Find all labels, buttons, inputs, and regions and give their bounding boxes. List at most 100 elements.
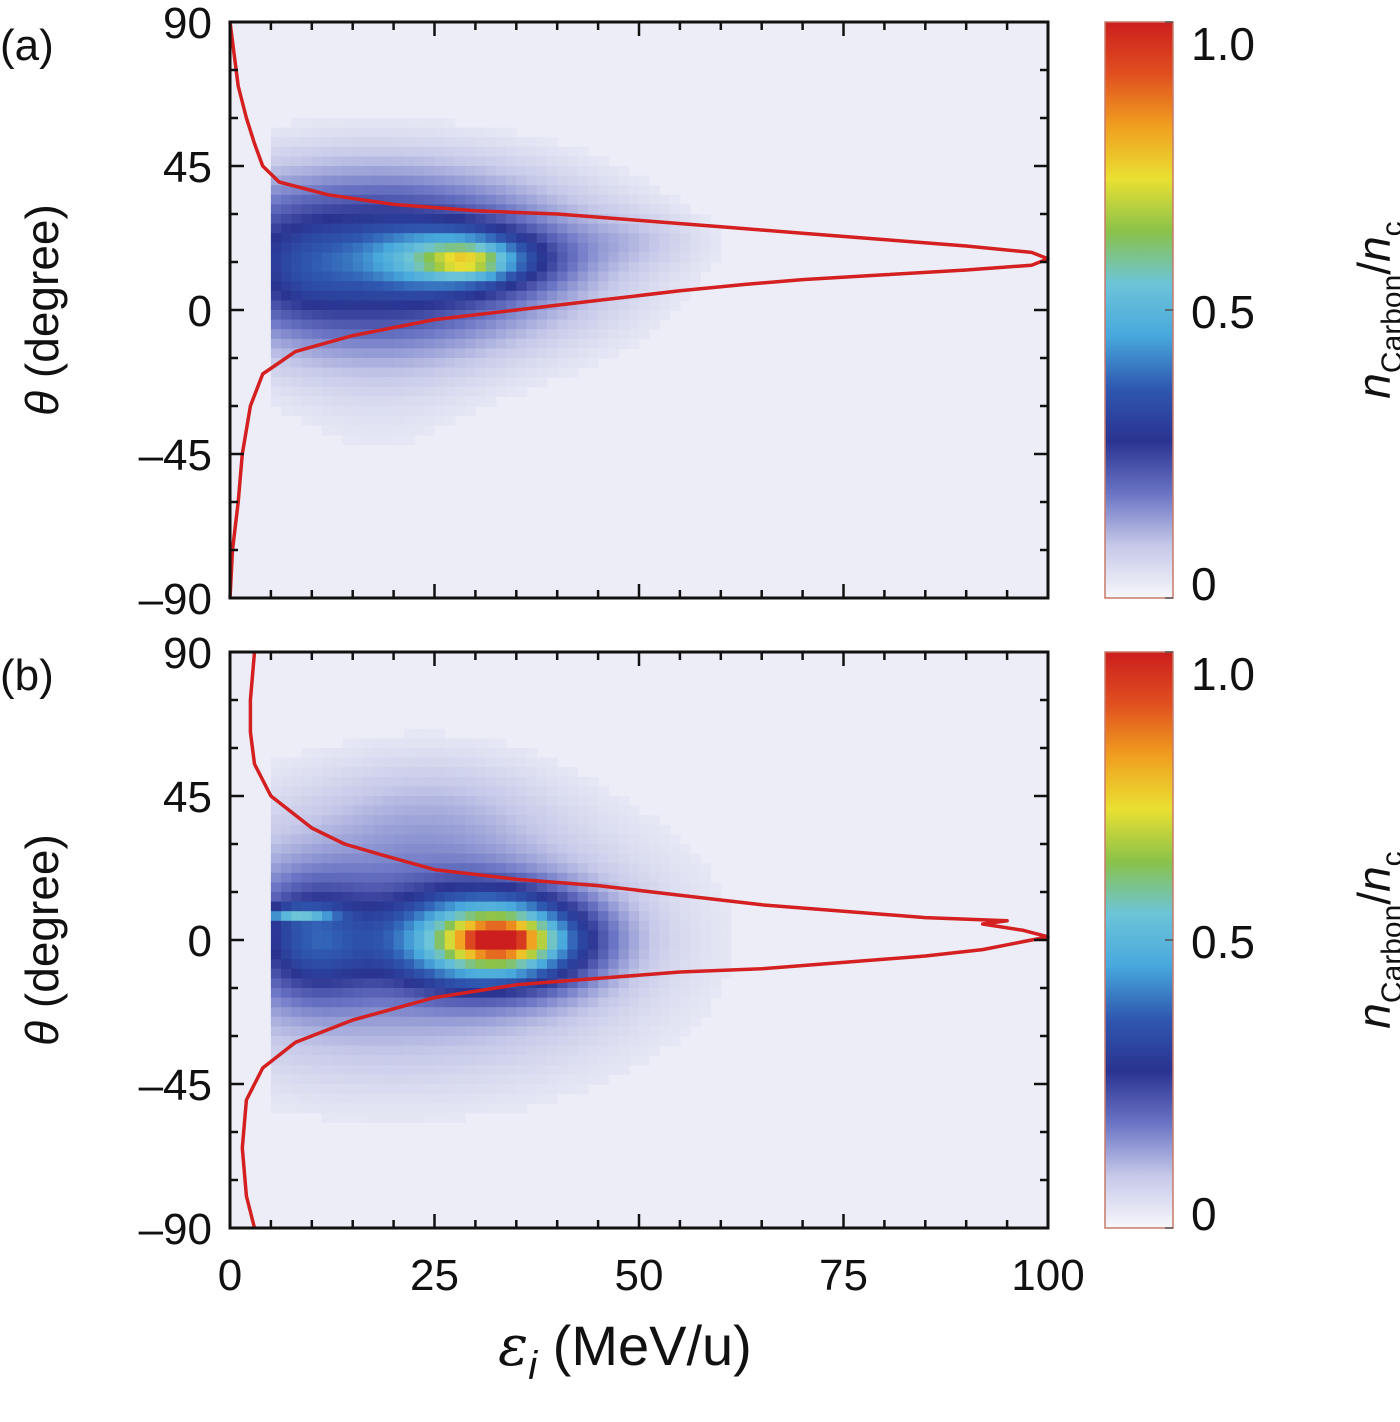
heatmap-cell [516,348,528,359]
heatmap-cell [506,252,517,263]
heatmap-cell [679,281,691,292]
heatmap-cell [618,1016,630,1027]
heatmap-cell [322,959,333,970]
heatmap-cell [291,406,303,417]
heatmap-cell [352,997,364,1008]
heatmap-cell [557,233,569,244]
heatmap-cell [322,1045,333,1056]
heatmap-cell [465,223,476,234]
heatmap-cell [281,252,292,263]
heatmap-cell [424,1026,436,1037]
heatmap-cell [720,901,732,912]
heatmap-cell [393,194,405,205]
colorbar-title: nCarbon/nc [1348,851,1400,1028]
heatmap-cell [659,204,671,215]
heatmap-cell [567,988,579,999]
heatmap-cell [281,156,292,167]
heatmap-cell [557,863,569,874]
heatmap-cell [557,1016,569,1027]
heatmap-cell [659,863,671,874]
heatmap-cell [690,882,701,893]
heatmap-cell [383,805,395,816]
heatmap-image [230,22,1048,598]
heatmap-cell [475,872,487,883]
heatmap-cell [659,920,671,931]
x-tick-label: 100 [1011,1251,1084,1300]
heatmap-cell [383,118,395,129]
heatmap-cell [281,396,292,407]
heatmap-cell [608,978,620,989]
heatmap-cell [465,901,476,912]
heatmap-cell [720,911,732,922]
heatmap-cell [414,834,425,845]
heatmap-cell [383,748,395,759]
heatmap-cell [444,185,456,196]
heatmap-cell [679,863,691,874]
heatmap-cell [475,386,487,397]
heatmap-cell [516,300,528,311]
heatmap-cell [373,949,384,960]
heatmap-cell [342,1112,354,1123]
heatmap-cell [362,1016,374,1027]
heatmap-cell [352,300,364,311]
heatmap-cell [362,127,374,138]
heatmap-cell [679,1026,691,1037]
heatmap-cell [311,1093,323,1104]
heatmap-cell [270,1093,282,1104]
heatmap-cell [690,920,701,931]
heatmap-cell [506,127,517,138]
heatmap-cell [516,968,528,979]
heatmap-cell [291,223,303,234]
heatmap-cell [587,844,599,855]
heatmap-cell [342,1064,354,1075]
heatmap-cell [475,805,487,816]
heatmap-cell [424,271,436,282]
heatmap-cell [332,118,344,129]
heatmap-cell [362,930,374,941]
heatmap-cell [393,319,405,330]
heatmap-cell [495,757,507,768]
heatmap-cell [424,367,436,378]
heatmap-cell [434,748,446,759]
heatmap-cell [598,1026,609,1037]
heatmap-cell [454,319,466,330]
heatmap-cell [546,329,558,340]
heatmap-cell [587,872,599,883]
heatmap-cell [557,1036,569,1047]
heatmap-cell [301,1084,313,1095]
heatmap-cell [322,204,333,215]
heatmap-cell [291,252,303,263]
heatmap-cell [536,242,548,253]
heatmap-cell [557,1074,569,1085]
heatmap-cell [444,805,456,816]
heatmap-cell [567,949,579,960]
heatmap-cell [536,988,548,999]
heatmap-cell [281,290,292,301]
heatmap-cell [475,776,487,787]
heatmap-cell [587,949,599,960]
heatmap-cell [557,329,569,340]
heatmap-cell [587,338,599,349]
heatmap-cell [424,214,436,225]
heatmap-cell [362,233,374,244]
heatmap-cell [444,1064,456,1075]
heatmap-cell [301,872,313,883]
heatmap-cell [557,930,569,941]
heatmap-cell [475,1064,487,1075]
heatmap-cell [352,204,364,215]
heatmap-cell [546,853,558,864]
heatmap-cell [659,901,671,912]
heatmap-cell [639,252,650,263]
heatmap-cell [608,949,620,960]
heatmap-cell [352,1112,364,1123]
heatmap-cell [454,997,466,1008]
heatmap-cell [373,757,384,768]
heatmap-cell [383,1016,395,1027]
heatmap-cell [577,242,589,253]
heatmap-cell [414,166,425,177]
heatmap-cell [577,146,589,157]
heatmap-cell [311,796,323,807]
heatmap-cell [495,223,507,234]
heatmap-cell [598,892,609,903]
heatmap-cell [506,185,517,196]
